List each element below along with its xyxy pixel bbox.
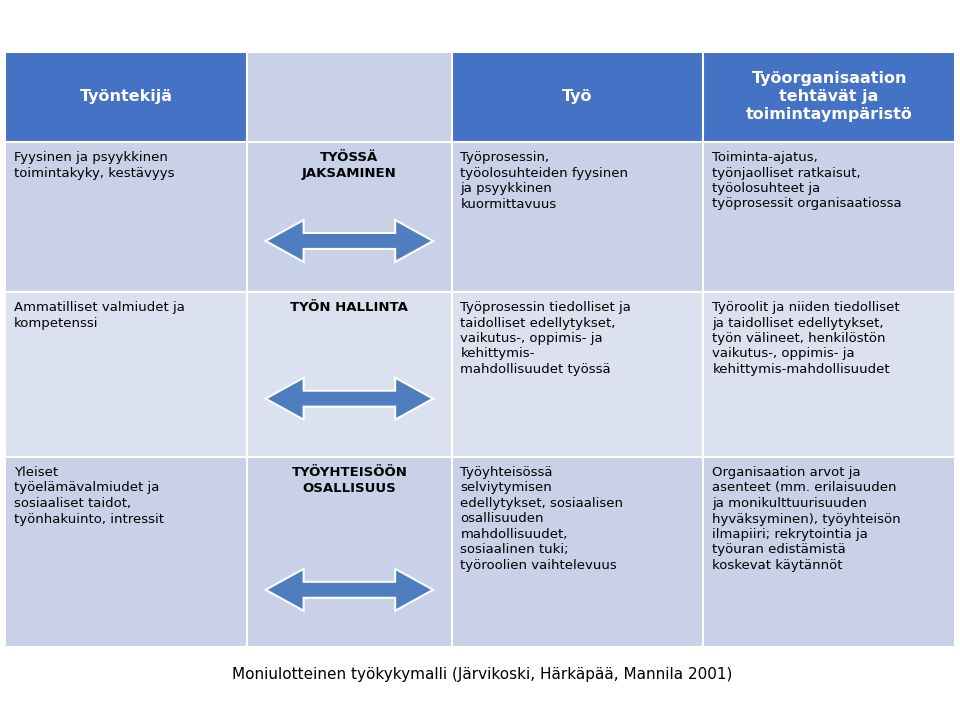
Bar [704, 142, 955, 292]
Bar [704, 457, 955, 647]
Bar [451, 457, 704, 647]
Text: TYÖSSÄ
JAKSAMINEN: TYÖSSÄ JAKSAMINEN [302, 151, 396, 180]
Text: Työorganisaation
tehtävät ja
toimintaympäristö: Työorganisaation tehtävät ja toimintaymp… [746, 71, 913, 122]
Text: Työprosessin tiedolliset ja
taidolliset edellytykset,
vaikutus-, oppimis- ja
keh: Työprosessin tiedolliset ja taidolliset … [461, 301, 632, 376]
Polygon shape [266, 378, 433, 420]
Bar [5, 142, 248, 292]
Polygon shape [266, 220, 433, 262]
Text: Työroolit ja niiden tiedolliset
ja taidolliset edellytykset,
työn välineet, henk: Työroolit ja niiden tiedolliset ja taido… [712, 301, 900, 376]
Bar [248, 142, 451, 292]
Text: Työprosessin,
työolosuhteiden fyysinen
ja psyykkinen
kuormittavuus: Työprosessin, työolosuhteiden fyysinen j… [461, 151, 629, 211]
Text: Työ: Työ [563, 90, 592, 105]
Bar [248, 457, 451, 647]
Text: TYÖN HALLINTA: TYÖN HALLINTA [291, 301, 408, 314]
Bar [704, 292, 955, 457]
Bar [451, 292, 704, 457]
Bar [5, 52, 248, 142]
Polygon shape [266, 569, 433, 611]
Bar [248, 52, 451, 142]
Bar [5, 457, 248, 647]
Text: Yleiset
työelämävalmiudet ja
sosiaaliset taidot,
työnhakuinto, intressit: Yleiset työelämävalmiudet ja sosiaaliset… [14, 466, 164, 525]
Bar [704, 52, 955, 142]
Bar [451, 52, 704, 142]
Bar [5, 647, 955, 702]
Text: Organisaation arvot ja
asenteet (mm. erilaisuuden
ja monikulttuurisuuden
hyväksy: Organisaation arvot ja asenteet (mm. eri… [712, 466, 900, 572]
Bar [248, 292, 451, 457]
Text: Työntekijä: Työntekijä [80, 90, 173, 105]
Text: Työyhteisössä
selviytymisen
edellytykset, sosiaalisen
osallisuuden
mahdollisuude: Työyhteisössä selviytymisen edellytykset… [461, 466, 623, 572]
Text: Moniulotteinen työkykymalli (Järvikoski, Härkäpää, Mannila 2001): Moniulotteinen työkykymalli (Järvikoski,… [232, 667, 732, 682]
Text: Toiminta-ajatus,
työnjaolliset ratkaisut,
työolosuhteet ja
työprosessit organisa: Toiminta-ajatus, työnjaolliset ratkaisut… [712, 151, 901, 211]
Text: Ammatilliset valmiudet ja
kompetenssi: Ammatilliset valmiudet ja kompetenssi [14, 301, 185, 329]
Bar [5, 292, 248, 457]
Text: Fyysinen ja psyykkinen
toimintakyky, kestävyys: Fyysinen ja psyykkinen toimintakyky, kes… [14, 151, 175, 180]
Bar [451, 142, 704, 292]
Text: TYÖYHTEISÖÖN
OSALLISUUS: TYÖYHTEISÖÖN OSALLISUUS [292, 466, 407, 494]
